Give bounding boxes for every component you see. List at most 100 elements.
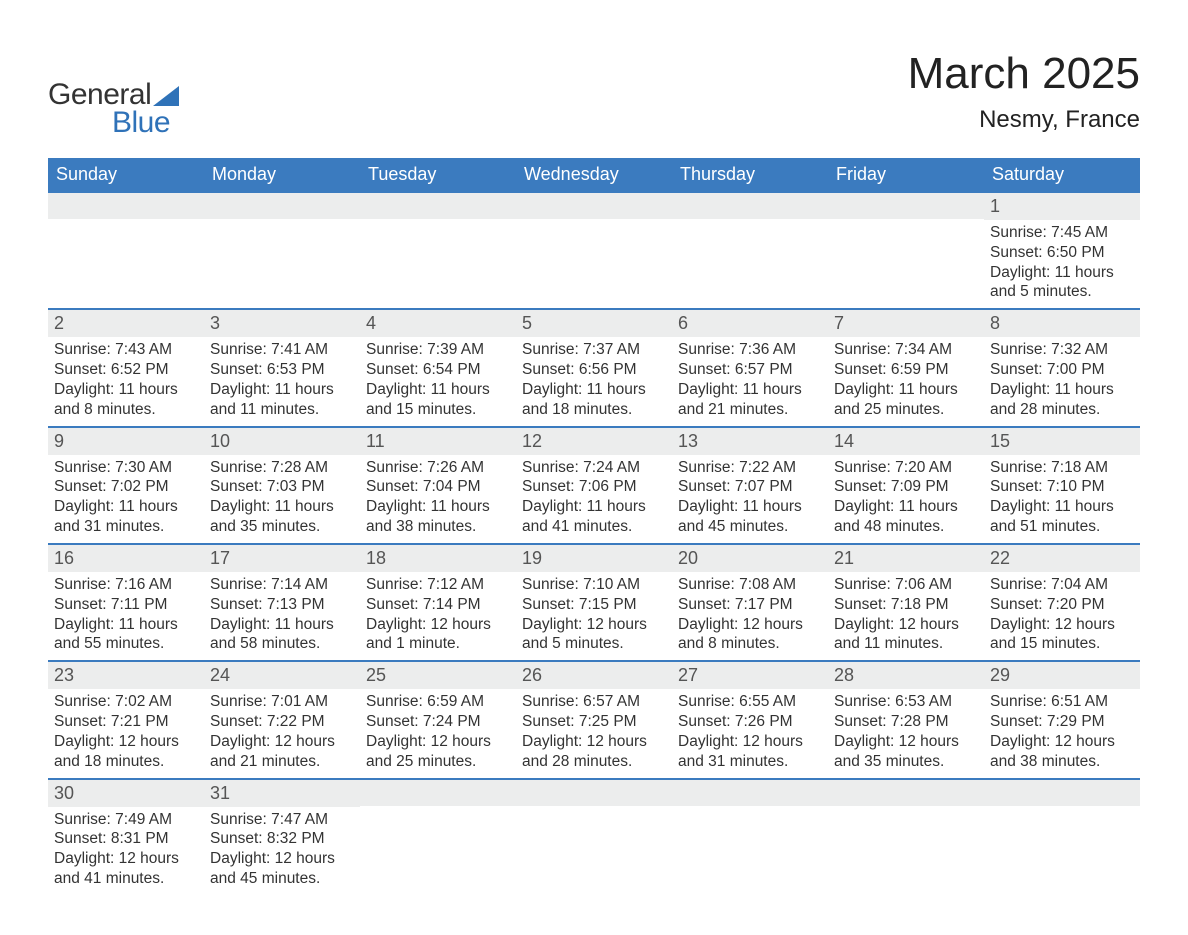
day-number: 7 bbox=[834, 313, 844, 333]
sunrise-line: Sunrise: 7:45 AM bbox=[990, 223, 1134, 243]
sunrise-line: Sunrise: 7:14 AM bbox=[210, 575, 354, 595]
day-header: Saturday bbox=[984, 158, 1140, 191]
daylight-line: Daylight: 11 hours and 35 minutes. bbox=[210, 497, 354, 537]
daylight-line: Daylight: 11 hours and 15 minutes. bbox=[366, 380, 510, 420]
day-cell: 6Sunrise: 7:36 AMSunset: 6:57 PMDaylight… bbox=[672, 308, 828, 425]
empty-cell bbox=[204, 191, 360, 308]
daylight-line: Daylight: 12 hours and 45 minutes. bbox=[210, 849, 354, 889]
day-cell: 13Sunrise: 7:22 AMSunset: 7:07 PMDayligh… bbox=[672, 426, 828, 543]
daylight-line: Daylight: 12 hours and 25 minutes. bbox=[366, 732, 510, 772]
day-number: 15 bbox=[990, 431, 1010, 451]
sunrise-line: Sunrise: 7:24 AM bbox=[522, 458, 666, 478]
day-number: 26 bbox=[522, 665, 542, 685]
sunset-line: Sunset: 6:56 PM bbox=[522, 360, 666, 380]
daylight-line: Daylight: 12 hours and 41 minutes. bbox=[54, 849, 198, 889]
title-block: March 2025 Nesmy, France bbox=[908, 50, 1140, 134]
sunrise-line: Sunrise: 7:34 AM bbox=[834, 340, 978, 360]
empty-cell bbox=[360, 778, 516, 895]
sunset-line: Sunset: 7:03 PM bbox=[210, 477, 354, 497]
day-number: 8 bbox=[990, 313, 1000, 333]
sunrise-line: Sunrise: 7:01 AM bbox=[210, 692, 354, 712]
daylight-line: Daylight: 12 hours and 18 minutes. bbox=[54, 732, 198, 772]
daylight-line: Daylight: 11 hours and 8 minutes. bbox=[54, 380, 198, 420]
sunrise-line: Sunrise: 7:22 AM bbox=[678, 458, 822, 478]
sunrise-line: Sunrise: 7:43 AM bbox=[54, 340, 198, 360]
daylight-line: Daylight: 12 hours and 28 minutes. bbox=[522, 732, 666, 772]
sunset-line: Sunset: 7:14 PM bbox=[366, 595, 510, 615]
day-number: 18 bbox=[366, 548, 386, 568]
day-number: 24 bbox=[210, 665, 230, 685]
day-number: 11 bbox=[366, 431, 385, 451]
day-number: 4 bbox=[366, 313, 376, 333]
sunset-line: Sunset: 6:54 PM bbox=[366, 360, 510, 380]
day-cell: 7Sunrise: 7:34 AMSunset: 6:59 PMDaylight… bbox=[828, 308, 984, 425]
empty-cell bbox=[672, 191, 828, 308]
day-number: 6 bbox=[678, 313, 688, 333]
sunset-line: Sunset: 8:32 PM bbox=[210, 829, 354, 849]
daylight-line: Daylight: 12 hours and 5 minutes. bbox=[522, 615, 666, 655]
day-header: Thursday bbox=[672, 158, 828, 191]
brand-logo: General Blue bbox=[48, 50, 179, 140]
sunrise-line: Sunrise: 7:39 AM bbox=[366, 340, 510, 360]
empty-cell bbox=[360, 191, 516, 308]
sunset-line: Sunset: 7:09 PM bbox=[834, 477, 978, 497]
sunrise-line: Sunrise: 7:12 AM bbox=[366, 575, 510, 595]
sunset-line: Sunset: 6:57 PM bbox=[678, 360, 822, 380]
day-number: 29 bbox=[990, 665, 1010, 685]
daylight-line: Daylight: 12 hours and 35 minutes. bbox=[834, 732, 978, 772]
empty-cell bbox=[48, 191, 204, 308]
day-cell: 15Sunrise: 7:18 AMSunset: 7:10 PMDayligh… bbox=[984, 426, 1140, 543]
sunrise-line: Sunrise: 7:36 AM bbox=[678, 340, 822, 360]
empty-cell bbox=[984, 778, 1140, 895]
sunrise-line: Sunrise: 7:37 AM bbox=[522, 340, 666, 360]
daylight-line: Daylight: 11 hours and 45 minutes. bbox=[678, 497, 822, 537]
day-number: 9 bbox=[54, 431, 64, 451]
day-number: 31 bbox=[210, 783, 230, 803]
day-cell: 12Sunrise: 7:24 AMSunset: 7:06 PMDayligh… bbox=[516, 426, 672, 543]
daylight-line: Daylight: 12 hours and 1 minute. bbox=[366, 615, 510, 655]
empty-cell bbox=[672, 778, 828, 895]
day-header: Wednesday bbox=[516, 158, 672, 191]
day-cell: 30Sunrise: 7:49 AMSunset: 8:31 PMDayligh… bbox=[48, 778, 204, 895]
sunset-line: Sunset: 7:15 PM bbox=[522, 595, 666, 615]
sunset-line: Sunset: 6:52 PM bbox=[54, 360, 198, 380]
day-cell: 21Sunrise: 7:06 AMSunset: 7:18 PMDayligh… bbox=[828, 543, 984, 660]
sunset-line: Sunset: 7:06 PM bbox=[522, 477, 666, 497]
day-header: Sunday bbox=[48, 158, 204, 191]
sunset-line: Sunset: 7:26 PM bbox=[678, 712, 822, 732]
day-cell: 9Sunrise: 7:30 AMSunset: 7:02 PMDaylight… bbox=[48, 426, 204, 543]
daylight-line: Daylight: 12 hours and 15 minutes. bbox=[990, 615, 1134, 655]
sunset-line: Sunset: 7:22 PM bbox=[210, 712, 354, 732]
empty-cell bbox=[828, 191, 984, 308]
day-cell: 4 Sunrise: 7:39 AMSunset: 6:54 PMDaylight… bbox=[360, 308, 516, 425]
day-number: 13 bbox=[678, 431, 698, 451]
sunset-line: Sunset: 7:29 PM bbox=[990, 712, 1134, 732]
sunset-line: Sunset: 7:10 PM bbox=[990, 477, 1134, 497]
day-number: 21 bbox=[834, 548, 854, 568]
empty-cell bbox=[516, 191, 672, 308]
day-cell: 3Sunrise: 7:41 AMSunset: 6:53 PMDaylight… bbox=[204, 308, 360, 425]
day-number: 1 bbox=[990, 196, 1000, 216]
day-number: 2 bbox=[54, 313, 64, 333]
day-cell: 11Sunrise: 7:26 AMSunset: 7:04 PMDayligh… bbox=[360, 426, 516, 543]
day-number: 22 bbox=[990, 548, 1010, 568]
day-header: Tuesday bbox=[360, 158, 516, 191]
sunrise-line: Sunrise: 7:32 AM bbox=[990, 340, 1134, 360]
sunrise-line: Sunrise: 6:53 AM bbox=[834, 692, 978, 712]
sunrise-line: Sunrise: 7:02 AM bbox=[54, 692, 198, 712]
day-number: 25 bbox=[366, 665, 386, 685]
sunrise-line: Sunrise: 6:55 AM bbox=[678, 692, 822, 712]
sunset-line: Sunset: 7:11 PM bbox=[54, 595, 198, 615]
day-cell: 2 Sunrise: 7:43 AMSunset: 6:52 PMDaylight… bbox=[48, 308, 204, 425]
daylight-line: Daylight: 11 hours and 11 minutes. bbox=[210, 380, 354, 420]
daylight-line: Daylight: 11 hours and 38 minutes. bbox=[366, 497, 510, 537]
day-number: 14 bbox=[834, 431, 854, 451]
sunrise-line: Sunrise: 7:47 AM bbox=[210, 810, 354, 830]
daylight-line: Daylight: 12 hours and 38 minutes. bbox=[990, 732, 1134, 772]
sunset-line: Sunset: 7:04 PM bbox=[366, 477, 510, 497]
day-header: Friday bbox=[828, 158, 984, 191]
title-month: March 2025 bbox=[908, 50, 1140, 98]
sunset-line: Sunset: 6:53 PM bbox=[210, 360, 354, 380]
day-cell: 19Sunrise: 7:10 AMSunset: 7:15 PMDayligh… bbox=[516, 543, 672, 660]
sunset-line: Sunset: 7:02 PM bbox=[54, 477, 198, 497]
